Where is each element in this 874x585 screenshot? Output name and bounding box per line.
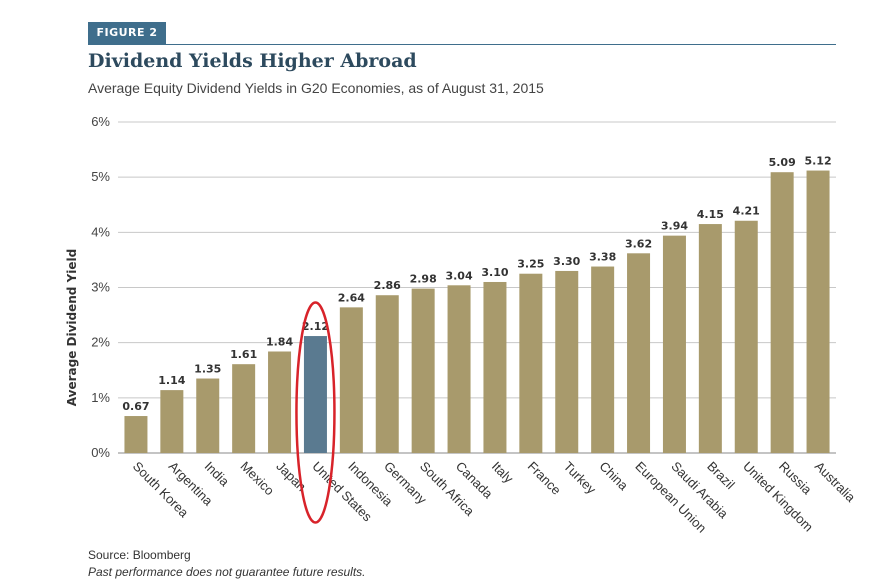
figure-tag: FIGURE 2 — [88, 22, 166, 44]
x-tick-label: India — [202, 459, 233, 490]
data-label: 3.10 — [481, 266, 508, 279]
bar-france — [519, 273, 543, 453]
data-label: 3.04 — [445, 269, 472, 282]
bars — [124, 170, 830, 453]
data-label: 5.12 — [804, 155, 831, 168]
disclaimer-note: Past performance does not guarantee futu… — [88, 565, 366, 579]
data-label: 1.35 — [194, 363, 221, 376]
data-label: 3.38 — [589, 251, 616, 264]
data-label: 1.14 — [158, 374, 185, 387]
data-label: 3.30 — [553, 255, 580, 268]
y-tick-label: 0% — [91, 445, 110, 460]
bar-china — [591, 266, 615, 453]
x-tick-label: China — [597, 459, 632, 494]
data-label: 3.62 — [625, 237, 652, 250]
data-label: 5.09 — [769, 156, 796, 169]
y-tick-label: 2% — [91, 335, 110, 350]
bar-australia — [806, 170, 830, 453]
bar-south-africa — [411, 288, 435, 453]
bar-italy — [483, 281, 507, 453]
annotations — [295, 301, 336, 524]
chart-title: Dividend Yields Higher Abroad — [88, 50, 417, 72]
bar-japan — [268, 351, 292, 453]
header-rule — [88, 44, 836, 45]
bar-argentina — [160, 390, 184, 453]
bar-canada — [447, 285, 471, 453]
bar-brazil — [698, 224, 722, 453]
x-tick-label: Japan — [273, 459, 309, 495]
x-tick-label: Mexico — [238, 459, 278, 499]
bar-turkey — [555, 270, 579, 453]
y-tick-label: 5% — [91, 169, 110, 184]
bar-saudi-arabia — [662, 235, 686, 453]
y-axis-ticks: 0% 1% 2% 3% 4% 5% 6% — [91, 114, 110, 460]
data-label: 2.12 — [302, 320, 329, 333]
bar-european-union — [627, 253, 651, 453]
bar-indonesia — [339, 307, 363, 453]
x-tick-label: Brazil — [704, 459, 738, 493]
bar-india — [196, 378, 220, 453]
data-label: 1.61 — [230, 348, 257, 361]
y-tick-label: 4% — [91, 224, 110, 239]
data-label: 2.98 — [410, 273, 437, 286]
data-label: 0.67 — [122, 400, 149, 413]
highlight-ring — [295, 301, 336, 524]
gridlines — [118, 121, 836, 454]
y-tick-label: 3% — [91, 280, 110, 295]
data-label: 4.21 — [733, 205, 760, 218]
data-label: 3.25 — [517, 258, 544, 271]
data-label: 4.15 — [697, 208, 724, 221]
y-tick-label: 1% — [91, 390, 110, 405]
source-note: Source: Bloomberg — [88, 548, 191, 562]
x-tick-label: France — [525, 459, 564, 498]
data-label: 2.64 — [338, 291, 365, 304]
chart-subtitle: Average Equity Dividend Yields in G20 Ec… — [88, 80, 544, 96]
bar-mexico — [232, 364, 256, 453]
bar-russia — [770, 172, 794, 453]
bar-germany — [375, 295, 399, 453]
y-tick-label: 6% — [91, 114, 110, 129]
y-axis-label: Average Dividend Yield — [65, 249, 79, 406]
bar-chart: 0% 1% 2% 3% 4% 5% 6% Average Dividend Yield 0.… — [65, 114, 859, 536]
bar-united-states — [303, 336, 327, 453]
data-labels: 0.67 1.14 1.35 1.61 1.84 2.12 2.64 2.86 2.98 3.04… — [122, 155, 831, 413]
x-tick-label: Australia — [812, 459, 859, 506]
bar-south-korea — [124, 416, 148, 453]
data-label: 2.86 — [374, 279, 401, 292]
x-tick-label: Italy — [489, 459, 517, 487]
x-tick-label: Turkey — [561, 459, 600, 498]
bar-united-kingdom — [734, 220, 758, 453]
data-label: 3.94 — [661, 220, 688, 233]
data-label: 1.84 — [266, 335, 293, 348]
